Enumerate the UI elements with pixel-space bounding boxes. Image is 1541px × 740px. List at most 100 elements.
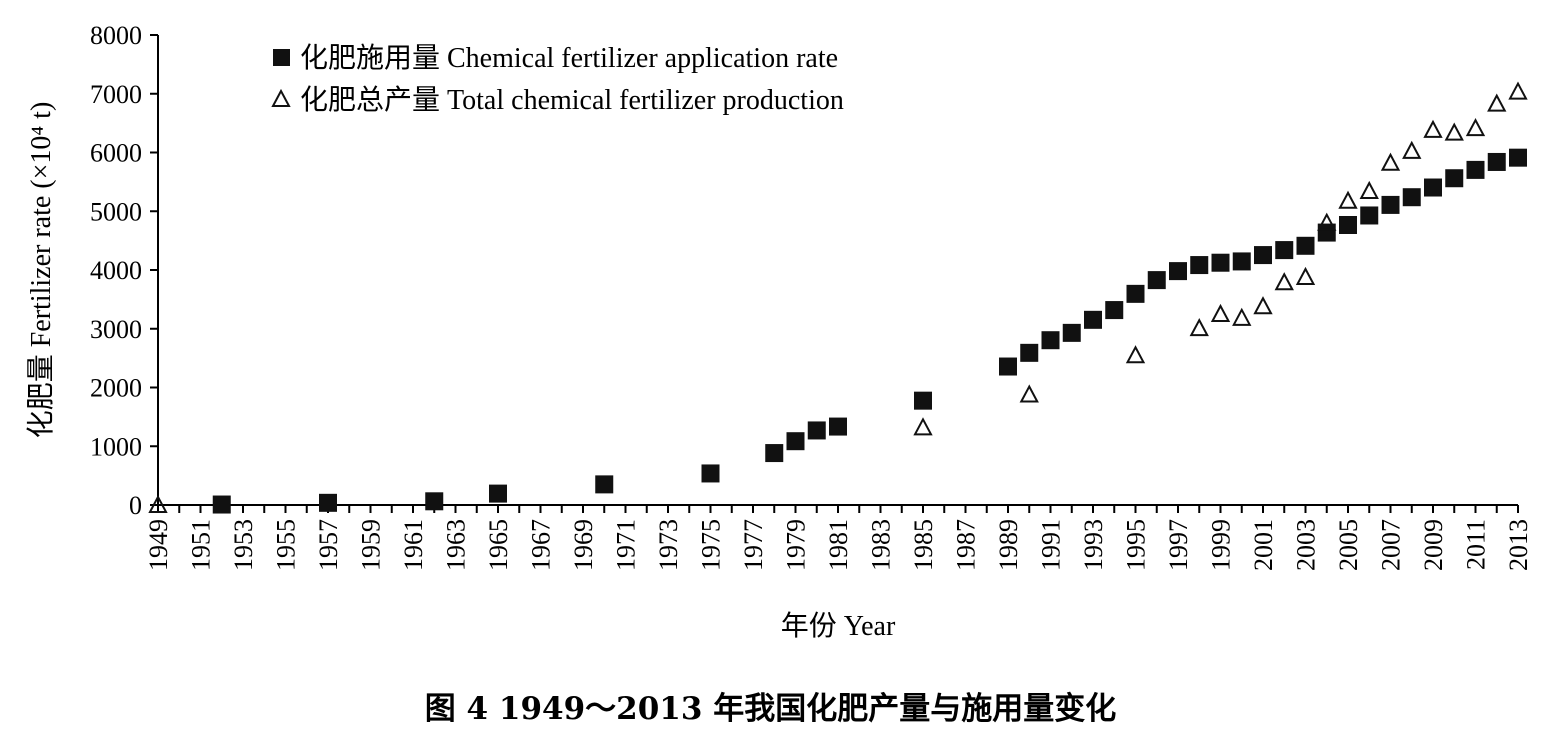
x-tick-label: 1999 (1207, 519, 1236, 571)
x-tick-label: 1983 (867, 519, 896, 571)
application-rate-point (1339, 215, 1357, 234)
application-rate-point (1360, 206, 1379, 225)
y-axis-title: 化肥量 Fertilizer rate (×10⁴ t) (25, 102, 57, 439)
x-tick-label: 1977 (739, 519, 768, 571)
x-tick-label: 1989 (994, 519, 1023, 571)
production-total-point (1338, 190, 1358, 209)
x-tick-label: 1965 (484, 519, 513, 571)
application-rate-point (319, 493, 337, 512)
x-axis-ticks: 1949 1951 1953 1955 1957 1959 1961 1963 1965 1967… (144, 505, 1533, 571)
application-rate-point (1211, 253, 1230, 272)
x-tick-label: 1987 (952, 519, 981, 571)
x-tick-label: 1981 (824, 519, 853, 571)
y-tick-label: 2000 (90, 374, 142, 403)
x-tick-label: 1961 (399, 519, 428, 571)
x-tick-label: 1991 (1037, 519, 1066, 571)
data-marks (148, 81, 1528, 514)
y-tick-label: 4000 (90, 256, 142, 285)
application-rate-point (1424, 178, 1442, 197)
application-rate-point (489, 484, 507, 503)
application-rate-point (807, 421, 826, 440)
y-tick-label: 7000 (90, 80, 142, 109)
x-tick-label: 2005 (1334, 519, 1363, 571)
x-tick-label: 1995 (1122, 519, 1151, 571)
application-rate-point (999, 357, 1017, 376)
legend-label-application: 化肥施用量 Chemical fertilizer application ra… (300, 42, 838, 74)
x-tick-label: 2013 (1504, 519, 1533, 571)
application-rate-point (1147, 271, 1166, 290)
x-tick-label: 1975 (697, 519, 726, 571)
x-tick-label: 1963 (442, 519, 471, 571)
y-tick-label: 3000 (90, 315, 142, 344)
x-tick-label: 1967 (527, 519, 556, 571)
application-rate-point (1317, 223, 1336, 242)
x-tick-label: 1973 (654, 519, 683, 571)
production-total-point (1380, 152, 1401, 171)
application-rate-point (1296, 236, 1315, 255)
production-total-point (1125, 345, 1146, 364)
application-rate-point (1381, 195, 1400, 214)
production-total-point (148, 494, 168, 513)
x-tick-label: 1953 (229, 519, 258, 571)
production-total-point (1189, 318, 1209, 337)
x-tick-label: 2011 (1462, 519, 1491, 570)
production-total-point (1274, 272, 1294, 291)
x-tick-label: 1993 (1079, 519, 1108, 571)
application-rate-point (595, 475, 614, 494)
production-total-point (1295, 266, 1316, 285)
legend-square-icon (273, 49, 290, 66)
x-tick-label: 1971 (612, 519, 641, 571)
production-total-point (1232, 307, 1252, 326)
production-total-point (1359, 180, 1379, 199)
application-rate-point (212, 495, 231, 514)
production-total-point (1253, 296, 1273, 315)
production-total-point (1210, 303, 1231, 323)
application-rate-point (1169, 262, 1187, 281)
application-rate-point (1232, 252, 1251, 271)
figure-caption: 图 4 1949～2013 年我国化肥产量与施用量变化 (424, 691, 1117, 727)
x-tick-label: 1985 (909, 519, 938, 571)
y-tick-label: 1000 (90, 432, 142, 461)
application-rate-point (1487, 152, 1506, 171)
application-rate-point (1041, 331, 1060, 350)
application-rate-point (786, 432, 805, 451)
y-tick-label: 5000 (90, 197, 142, 226)
legend-label-production: 化肥总产量 Total chemical fertilizer producti… (300, 84, 844, 116)
x-tick-label: 1951 (187, 519, 216, 571)
application-rate-point (1509, 148, 1527, 167)
production-total-point (913, 417, 933, 436)
x-tick-label: 1997 (1164, 519, 1193, 571)
application-rate-point (765, 444, 784, 463)
x-tick-label: 1949 (144, 519, 173, 571)
production-total-point (1465, 118, 1486, 137)
application-rate-point (1084, 310, 1102, 329)
x-tick-label: 2009 (1419, 519, 1448, 571)
production-total-point (1019, 384, 1039, 403)
application-rate-point (1126, 284, 1145, 303)
production-total-point (1317, 212, 1337, 231)
application-rate-point (1020, 343, 1039, 362)
y-axis-ticks: 0 1000 2000 3000 4000 5000 6000 7000 8000 (90, 21, 158, 520)
x-tick-label: 1979 (782, 519, 811, 571)
application-rate-point (1105, 301, 1124, 320)
application-rate-point (1190, 256, 1209, 275)
production-total-point (1487, 93, 1507, 112)
x-tick-label: 1969 (569, 519, 598, 571)
x-tick-label: 2001 (1249, 519, 1278, 571)
x-axis-title: 年份 Year (781, 610, 896, 642)
x-tick-label: 1959 (357, 519, 386, 571)
x-tick-label: 1957 (314, 519, 343, 571)
production-total-point (1508, 81, 1528, 100)
application-rate-point (701, 464, 720, 483)
x-tick-label: 2003 (1292, 519, 1321, 571)
application-rate-point (425, 492, 444, 511)
production-total-point (1444, 122, 1464, 141)
application-rate-point (1062, 323, 1081, 342)
x-tick-label: 1955 (272, 519, 301, 571)
y-tick-label: 0 (129, 491, 142, 520)
application-rate-point (1275, 241, 1294, 260)
application-rate-point (1466, 160, 1485, 179)
application-rate-point (1402, 188, 1421, 207)
x-tick-label: 2007 (1377, 519, 1406, 571)
